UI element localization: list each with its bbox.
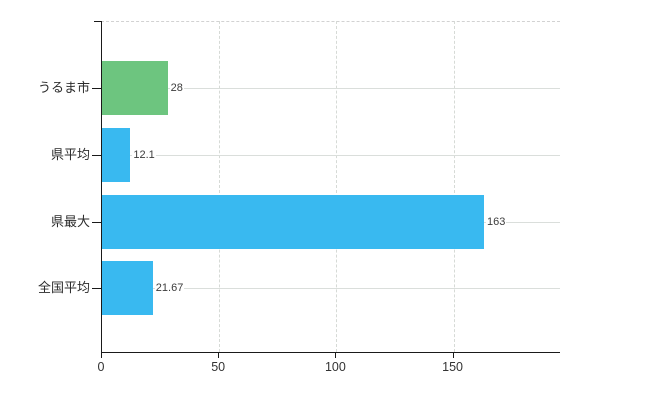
bar-2 bbox=[102, 194, 485, 249]
bar-value-label-2: 163 bbox=[486, 214, 507, 229]
plot-area: 28 12.1 163 21.67 bbox=[101, 21, 560, 353]
bar-0 bbox=[102, 61, 168, 115]
y-axis-top-tick bbox=[94, 21, 101, 22]
x-tick-label-150: 150 bbox=[442, 360, 463, 374]
category-tick-0 bbox=[92, 88, 101, 89]
category-tick-3 bbox=[92, 287, 101, 289]
category-tick-1 bbox=[92, 155, 101, 156]
category-label-3: 全国平均 bbox=[37, 279, 90, 295]
x-gridline-50 bbox=[219, 21, 221, 352]
category-gridline-1 bbox=[102, 155, 560, 156]
x-tick-100 bbox=[335, 353, 337, 358]
category-gridline-3 bbox=[102, 287, 560, 289]
bar-value-label-0: 28 bbox=[169, 81, 184, 95]
category-label-0: うるま市 bbox=[37, 80, 90, 95]
bar-value-label-1: 12.1 bbox=[132, 148, 156, 162]
bar-1 bbox=[102, 128, 131, 182]
category-label-2: 県最大 bbox=[50, 213, 90, 229]
x-gridline-100 bbox=[336, 21, 338, 352]
x-tick-0 bbox=[101, 353, 102, 358]
category-tick-2 bbox=[92, 221, 101, 223]
x-tick-50 bbox=[218, 353, 220, 358]
x-tick-150 bbox=[452, 353, 454, 358]
category-label-1: 県平均 bbox=[50, 147, 90, 162]
plot-top-border bbox=[101, 21, 560, 22]
x-gridline-150 bbox=[453, 21, 455, 352]
x-tick-label-100: 100 bbox=[324, 360, 346, 374]
x-tick-label-0: 0 bbox=[97, 360, 105, 374]
category-gridline-0 bbox=[102, 88, 560, 89]
x-tick-label-50: 50 bbox=[211, 360, 226, 374]
bar-3 bbox=[102, 260, 153, 315]
bar-value-label-3: 21.67 bbox=[154, 280, 185, 295]
